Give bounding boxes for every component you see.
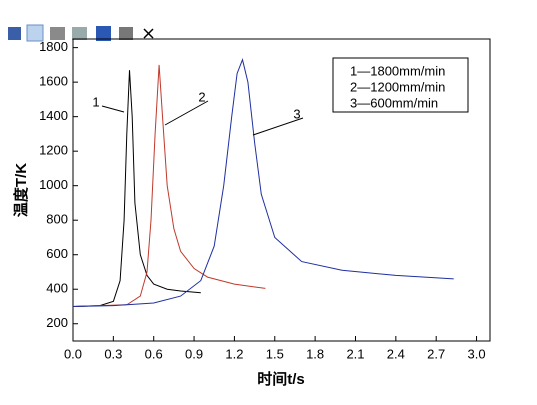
x-tick-label: 1.5	[266, 346, 284, 361]
toolbar	[8, 24, 154, 42]
x-tick-label: 3.0	[468, 346, 486, 361]
x-tick-label: 1.8	[306, 346, 324, 361]
copy-icon[interactable]	[26, 24, 44, 42]
x-tick-label: 2.7	[427, 346, 445, 361]
series-line	[72, 64, 266, 307]
annotation-leader	[252, 117, 304, 136]
y-tick-label: 1400	[39, 108, 68, 123]
annotation: 3	[293, 106, 300, 121]
tool-icon[interactable]	[119, 27, 133, 40]
x-tick-label: 0.9	[185, 346, 203, 361]
y-tick-label: 800	[46, 212, 68, 227]
x-tick-label: 0.6	[145, 346, 163, 361]
annotation: 1	[92, 94, 99, 109]
legend-label: 2—1200mm/min	[350, 79, 445, 94]
x-tick-label: 1.2	[225, 346, 243, 361]
y-tick-label: 400	[46, 281, 68, 296]
plot-frame	[72, 38, 491, 342]
word-icon[interactable]	[96, 26, 111, 41]
x-tick-label: 2.4	[387, 346, 405, 361]
y-tick-label: 1800	[39, 39, 68, 54]
y-axis-label: 温度T/K	[12, 163, 30, 217]
x-tick-label: 2.1	[346, 346, 364, 361]
y-tick-label: 1600	[39, 74, 68, 89]
print-icon[interactable]	[50, 27, 65, 40]
y-tick-label: 600	[46, 246, 68, 261]
preview-icon[interactable]	[72, 27, 87, 40]
legend-label: 1—1800mm/min	[350, 63, 445, 78]
annotation: 2	[198, 89, 205, 104]
y-tick-label: 1000	[39, 177, 68, 192]
annotation-leader	[164, 100, 209, 126]
x-axis-label: 时间t/s	[257, 370, 305, 388]
series-line	[72, 58, 454, 307]
legend-label: 3—600mm/min	[350, 95, 438, 110]
x-tick-label: 0.0	[64, 346, 82, 361]
x-tick-label: 0.3	[104, 346, 122, 361]
legend	[332, 57, 469, 113]
y-tick-label: 1200	[39, 143, 68, 158]
series-line	[72, 70, 201, 307]
close-icon[interactable]	[143, 28, 154, 39]
annotation-leader	[101, 105, 125, 113]
save-icon[interactable]	[8, 27, 21, 40]
y-tick-label: 200	[46, 315, 68, 330]
